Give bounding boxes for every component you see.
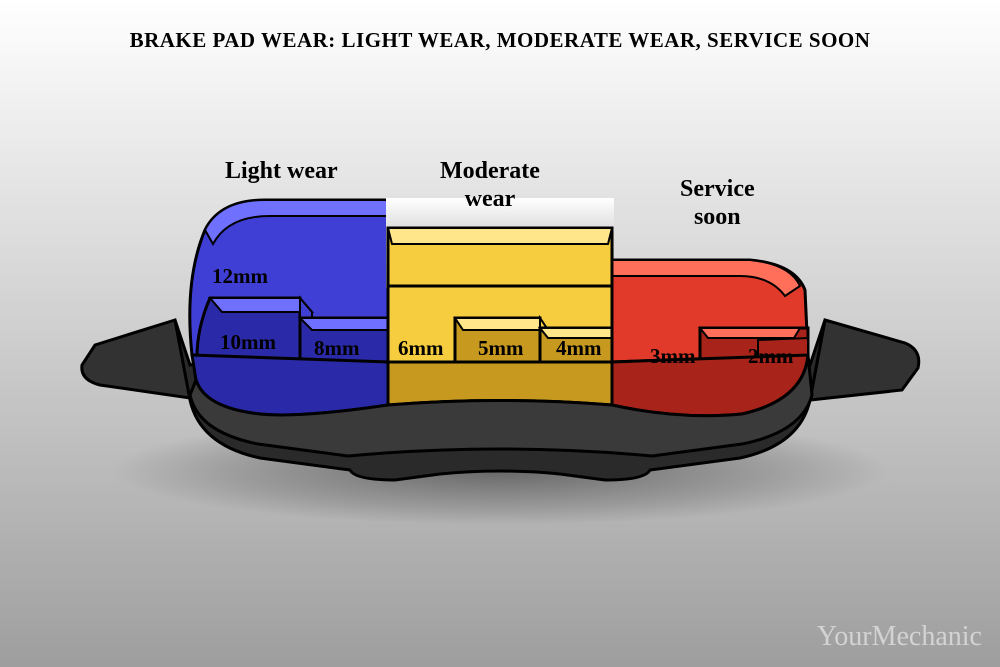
label-moderate-wear: Moderatewear (440, 158, 540, 213)
mm-5: 5mm (478, 336, 524, 361)
mm-10: 10mm (220, 330, 276, 355)
label-light-wear: Light wear (225, 158, 338, 186)
mm-6: 6mm (398, 336, 444, 361)
mm-8: 8mm (314, 336, 360, 361)
mm-2: 2mm (748, 344, 794, 369)
section-service-soon (612, 260, 808, 416)
watermark: YourMechanic (817, 621, 982, 653)
mm-12: 12mm (212, 264, 268, 289)
section-light-wear (190, 200, 388, 415)
label-service-soon: Servicesoon (680, 176, 755, 231)
section-moderate-wear (386, 198, 614, 405)
mm-4: 4mm (556, 336, 602, 361)
mm-3: 3mm (650, 344, 696, 369)
infographic-canvas: BRAKE PAD WEAR: LIGHT WEAR, MODERATE WEA… (0, 0, 1000, 667)
brake-pad-diagram (0, 0, 1000, 667)
